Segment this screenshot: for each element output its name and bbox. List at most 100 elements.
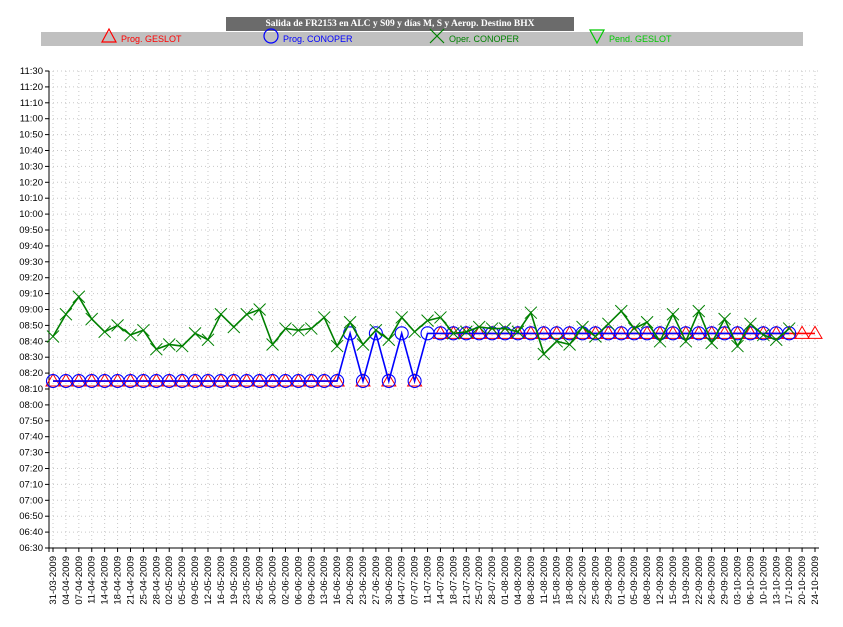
- y-tick-label: 07:10: [19, 479, 43, 490]
- data-point-prog-geslot: [510, 325, 526, 339]
- x-tick-label: 29-08-2009: [603, 556, 614, 605]
- data-point-oper-conoper: [718, 312, 731, 326]
- data-point-prog-geslot: [807, 325, 823, 339]
- data-point-oper-conoper: [266, 338, 279, 351]
- x-tick-label: 11-04-2009: [87, 556, 98, 604]
- legend-label-prog-geslot: Prog. GESLOT: [121, 34, 182, 44]
- data-point-prog-geslot: [161, 373, 178, 387]
- data-point-prog-geslot: [406, 373, 423, 387]
- y-tick-label: 07:20: [19, 464, 43, 475]
- data-point-oper-conoper: [317, 311, 331, 324]
- data-point-oper-conoper: [640, 315, 654, 329]
- x-tick-label: 15-08-2009: [552, 556, 563, 605]
- data-point-oper-conoper: [756, 328, 770, 342]
- x-tick-label: 02-06-2009: [280, 556, 291, 605]
- data-point-oper-conoper: [201, 333, 215, 347]
- y-tick-label: 10:40: [19, 146, 43, 157]
- y-tick-label: 11:20: [20, 82, 43, 93]
- data-point-prog-geslot: [535, 325, 552, 339]
- x-tick-label: 02-05-2009: [164, 556, 175, 605]
- y-tick-label: 10:30: [19, 161, 43, 172]
- x-tick-label: 30-06-2009: [384, 556, 395, 605]
- data-point-oper-conoper: [330, 339, 344, 353]
- y-tick-label: 07:40: [19, 432, 43, 443]
- triangle-up-icon: [100, 27, 118, 43]
- x-tick-label: 23-05-2009: [242, 556, 253, 605]
- data-point-prog-geslot: [225, 373, 242, 387]
- x-tick-label: 25-07-2009: [474, 556, 485, 605]
- cross-icon: [429, 28, 445, 44]
- x-tick-label: 04-08-2009: [513, 556, 524, 605]
- x-tick-label: 13-10-2009: [771, 556, 782, 605]
- data-point-oper-conoper: [563, 338, 576, 351]
- x-tick-label: 22-08-2009: [578, 556, 589, 605]
- data-point-prog-geslot: [187, 373, 203, 387]
- data-point-oper-conoper: [369, 323, 383, 337]
- x-tick-label: 01-09-2009: [616, 556, 627, 605]
- data-point-prog-geslot: [135, 373, 152, 387]
- x-tick-label: 14-07-2009: [435, 556, 446, 605]
- x-tick-label: 27-06-2009: [371, 556, 382, 605]
- y-tick-label: 07:50: [19, 416, 43, 427]
- data-point-oper-conoper: [769, 333, 783, 347]
- data-point-prog-geslot: [768, 325, 785, 339]
- x-tick-label: 06-10-2009: [745, 556, 756, 605]
- x-tick-label: 08-09-2009: [642, 556, 653, 605]
- x-tick-label: 06-06-2009: [293, 556, 304, 605]
- data-point-oper-conoper: [227, 320, 241, 334]
- data-point-oper-conoper: [627, 322, 641, 335]
- data-point-prog-geslot: [122, 373, 139, 387]
- y-tick-label: 10:10: [19, 193, 43, 204]
- x-tick-label: 08-08-2009: [526, 556, 537, 605]
- x-tick-label: 04-07-2009: [397, 556, 408, 605]
- data-point-prog-geslot: [794, 325, 810, 339]
- data-point-prog-geslot: [58, 373, 74, 387]
- data-point-prog-geslot: [380, 373, 397, 387]
- data-point-oper-conoper: [85, 312, 99, 326]
- data-point-oper-conoper: [162, 338, 176, 351]
- data-point-prog-geslot: [613, 325, 630, 339]
- data-point-oper-conoper: [602, 317, 615, 331]
- data-point-oper-conoper: [447, 326, 460, 340]
- y-tick-label: 11:10: [20, 98, 43, 109]
- x-tick-label: 11-08-2009: [539, 556, 550, 604]
- data-point-prog-geslot: [471, 325, 488, 339]
- x-tick-label: 23-06-2009: [358, 556, 369, 605]
- x-tick-label: 12-09-2009: [655, 556, 666, 605]
- data-point-oper-conoper: [524, 306, 538, 320]
- x-tick-label: 26-09-2009: [707, 556, 718, 605]
- data-point-oper-conoper: [434, 311, 447, 324]
- chart-title: Salida de FR2153 en ALC y S09 y días M, …: [226, 17, 574, 31]
- y-tick-label: 10:50: [19, 130, 43, 141]
- y-tick-label: 09:00: [19, 305, 43, 316]
- data-point-oper-conoper: [589, 330, 602, 343]
- x-tick-label: 17-10-2009: [784, 556, 795, 605]
- data-point-prog-geslot: [303, 373, 320, 387]
- data-point-oper-conoper: [744, 317, 757, 331]
- data-point-prog-geslot: [251, 373, 268, 387]
- x-tick-label: 01-08-2009: [500, 556, 511, 605]
- data-point-prog-geslot: [742, 325, 759, 339]
- legend-label-pend-geslot: Pend. GESLOT: [609, 34, 672, 44]
- x-tick-label: 21-07-2009: [461, 556, 472, 605]
- data-point-prog-geslot: [238, 373, 255, 387]
- x-tick-label: 12-05-2009: [203, 556, 214, 605]
- data-point-oper-conoper: [614, 304, 628, 318]
- legend-label-oper-conoper: Oper. CONOPER: [449, 34, 520, 44]
- data-point-oper-conoper: [304, 322, 318, 335]
- circle-icon: [263, 28, 279, 44]
- data-point-prog-geslot: [174, 373, 191, 387]
- y-tick-label: 06:40: [19, 527, 43, 538]
- data-point-oper-conoper: [356, 338, 370, 351]
- data-point-oper-conoper: [98, 325, 112, 339]
- data-point-oper-conoper: [692, 304, 706, 318]
- data-point-prog-geslot: [432, 325, 449, 339]
- data-point-oper-conoper: [679, 334, 693, 348]
- legend-label-prog-conoper: Prog. CONOPER: [283, 34, 353, 44]
- data-point-prog-geslot: [213, 373, 229, 387]
- x-tick-label: 16-06-2009: [332, 556, 343, 605]
- data-point-oper-conoper: [421, 314, 434, 327]
- y-tick-label: 08:50: [19, 320, 43, 331]
- data-point-prog-geslot: [316, 373, 333, 387]
- data-point-oper-conoper: [72, 290, 86, 304]
